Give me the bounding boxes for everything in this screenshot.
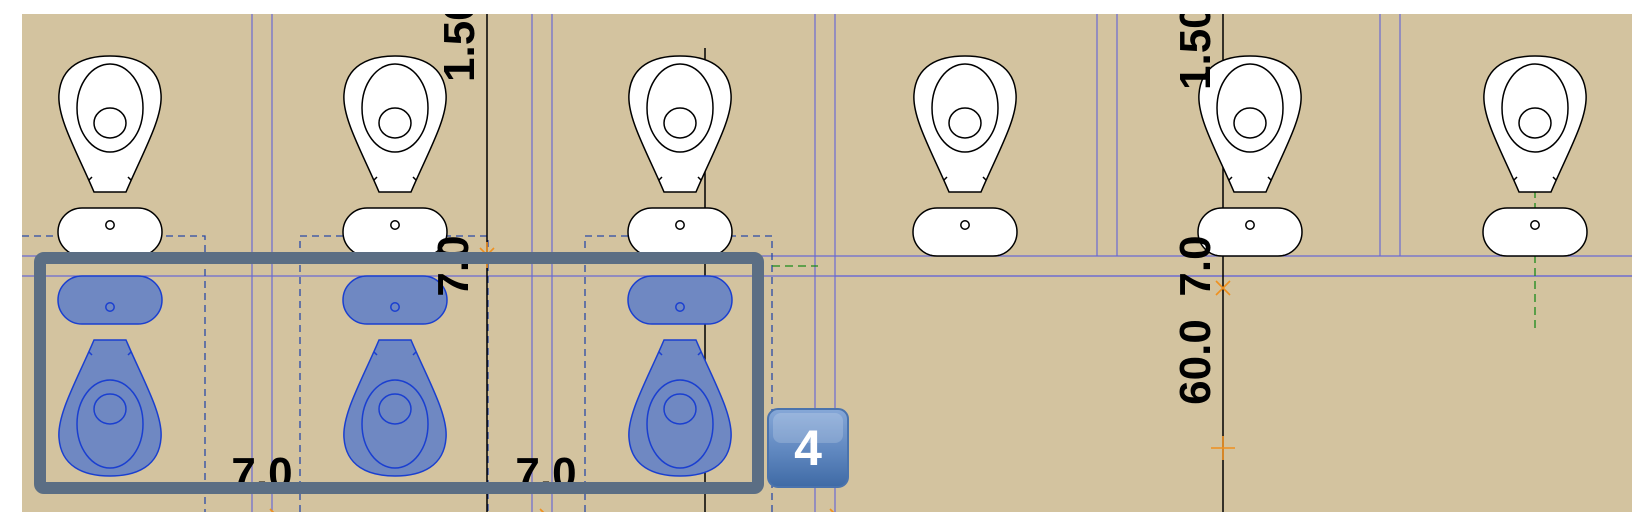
canvas-left-margin <box>0 0 22 524</box>
toilet-icon[interactable] <box>342 55 448 257</box>
dimension-label: 7.0 <box>429 235 478 296</box>
top-row-fixtures <box>57 55 1588 257</box>
bottom-row-fixtures <box>57 275 733 477</box>
dimension-label: 7.0 <box>1171 235 1220 296</box>
toilet-icon-selected[interactable] <box>342 275 448 477</box>
toilet-icon[interactable] <box>1482 55 1588 257</box>
selection-count-label: 4 <box>794 420 822 476</box>
toilet-icon[interactable] <box>627 55 733 257</box>
dimension-label: 1.50 <box>1171 4 1220 90</box>
toilet-icon-selected[interactable] <box>57 275 163 477</box>
dimension-label: 60.0 <box>1171 319 1220 405</box>
selection-box[interactable] <box>34 252 764 494</box>
canvas-top-margin <box>0 0 1648 14</box>
toilet-icon-selected[interactable] <box>627 275 733 477</box>
selection-count-badge[interactable]: 4 <box>767 408 849 488</box>
toilet-icon[interactable] <box>1197 55 1303 257</box>
toilet-icon[interactable] <box>912 55 1018 257</box>
canvas-bottom-margin <box>0 512 1648 524</box>
toilet-icon[interactable] <box>57 55 163 257</box>
